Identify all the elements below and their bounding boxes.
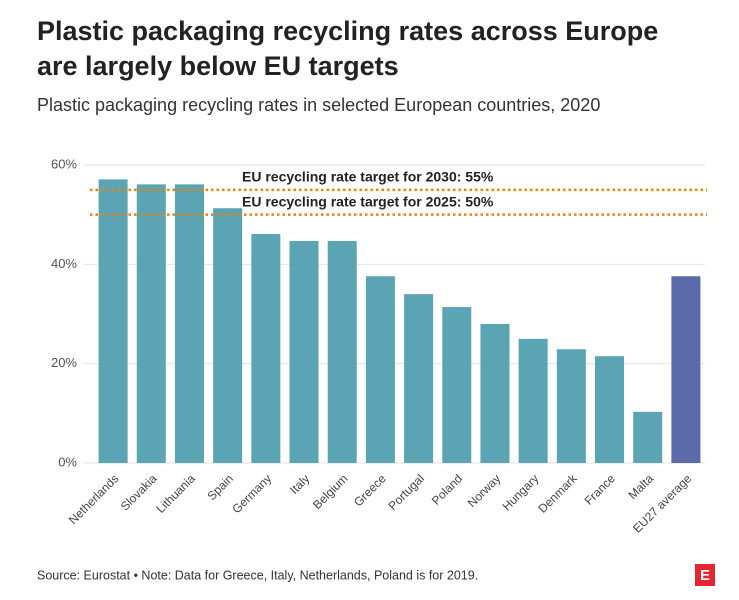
x-tick-label: Belgium xyxy=(310,471,351,512)
x-tick-label: Malta xyxy=(625,471,656,502)
x-tick-label: Hungary xyxy=(500,471,542,513)
x-tick-label: Spain xyxy=(204,471,236,503)
x-tick-label: Portugal xyxy=(385,471,427,513)
bar xyxy=(556,349,586,463)
x-tick-label: Germany xyxy=(229,471,274,516)
x-tick-label: Lithuania xyxy=(153,471,198,516)
bar xyxy=(480,323,510,463)
x-tick-label: Italy xyxy=(287,471,312,496)
bar xyxy=(251,234,281,463)
bar xyxy=(327,240,357,463)
chart-title: Plastic packaging recycling rates across… xyxy=(37,16,658,46)
bar xyxy=(404,294,434,463)
x-tick-label: Denmark xyxy=(535,471,580,516)
reference-label: EU recycling rate target for 2025: 50% xyxy=(242,193,494,209)
bar xyxy=(442,307,472,463)
bar xyxy=(671,276,701,463)
y-tick-label: 40% xyxy=(51,256,77,271)
logo: E xyxy=(700,567,710,584)
chart-title: are largely below EU targets xyxy=(37,51,399,81)
bar xyxy=(98,179,128,464)
bar xyxy=(174,184,204,463)
y-tick-label: 60% xyxy=(51,156,77,171)
x-tick-label: France xyxy=(582,471,619,508)
bar xyxy=(518,338,548,463)
source-note: Source: Eurostat • Note: Data for Greece… xyxy=(37,568,478,582)
x-tick-label: Netherlands xyxy=(66,471,122,527)
bar xyxy=(633,411,663,463)
x-tick-label: Poland xyxy=(429,471,465,507)
chart-subtitle: Plastic packaging recycling rates in sel… xyxy=(37,95,600,115)
y-tick-label: 20% xyxy=(51,355,77,370)
reference-label: EU recycling rate target for 2030: 55% xyxy=(242,169,494,185)
y-tick-label: 0% xyxy=(58,454,77,469)
logo-box xyxy=(695,564,715,586)
bar xyxy=(595,356,625,463)
bar xyxy=(136,184,166,463)
x-tick-label: Norway xyxy=(465,471,504,510)
bar xyxy=(365,276,395,463)
bar xyxy=(213,208,243,463)
x-tick-label: Greece xyxy=(351,471,389,509)
bar xyxy=(289,240,319,463)
